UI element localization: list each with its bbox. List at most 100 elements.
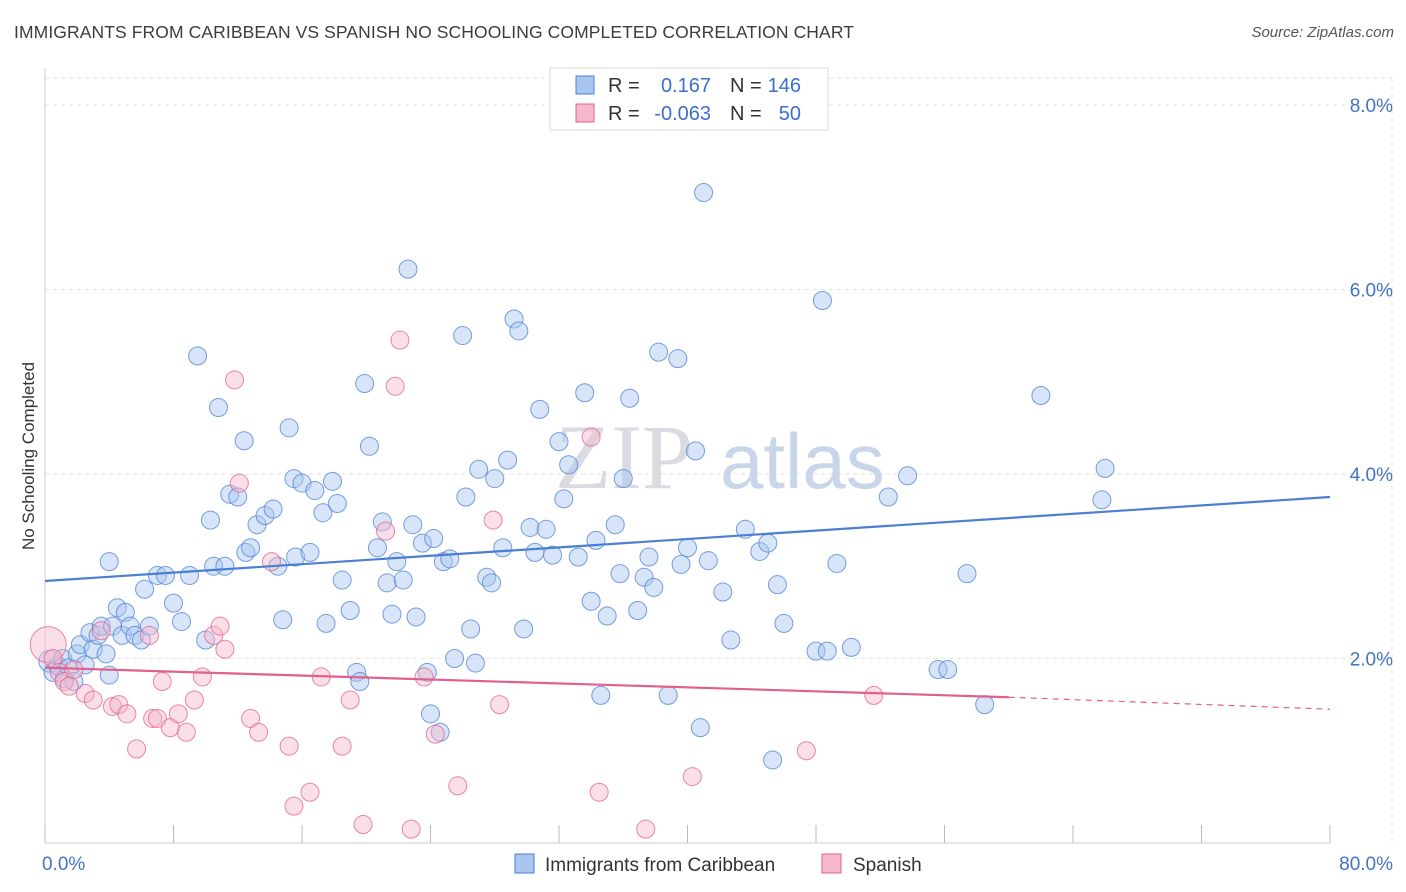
caribbean-point-13: [91, 616, 111, 636]
caribbean-point-53: [316, 613, 336, 633]
spanish-point-22: [204, 625, 224, 645]
spanish-point-25: [225, 370, 245, 390]
caribbean-point-77: [440, 549, 460, 569]
spanish-point-15: [147, 708, 167, 728]
caribbean-point-54: [323, 471, 343, 491]
spanish-point-45: [490, 695, 510, 715]
legend: R = 0.167 N = 146 R = -0.063 N = 50: [549, 67, 829, 131]
caribbean-point-45: [273, 610, 293, 630]
caribbean-point-119: [686, 441, 706, 461]
caribbean-point-81: [461, 619, 481, 639]
caribbean-point-89: [504, 309, 524, 329]
caribbean-point-85: [482, 573, 502, 593]
y-tick-labels: 2.0% 4.0% 6.0% 8.0%: [1350, 96, 1393, 671]
caribbean-point-35: [215, 556, 235, 576]
spanish-point-51: [581, 427, 601, 447]
spanish-point-28: [249, 722, 269, 742]
spanish-point-46: [589, 782, 609, 802]
caribbean-point-36: [220, 484, 240, 504]
caribbean-point-96: [543, 545, 563, 565]
caribbean-point-124: [721, 630, 741, 650]
spanish-point-8: [91, 621, 111, 641]
caribbean-point-142: [1031, 386, 1051, 406]
caribbean-point-26: [155, 565, 175, 585]
caribbean-point-100: [568, 547, 588, 567]
spanish-point-35: [340, 690, 360, 710]
caribbean-point-121: [694, 183, 714, 203]
caribbean-point-43: [263, 499, 283, 519]
spanish-point-29: [261, 552, 281, 572]
caribbean-point-112: [639, 547, 659, 567]
spanish-point-31: [284, 796, 304, 816]
bottom-legend: Immigrants from Caribbean Spanish: [514, 853, 922, 876]
spanish-point-7: [83, 690, 103, 710]
caribbean-point-135: [841, 637, 861, 657]
caribbean-point-66: [387, 552, 407, 572]
caribbean-point-40: [234, 431, 254, 451]
spanish-point-19: [176, 722, 196, 742]
caribbean-point-28: [172, 612, 192, 632]
spanish-point-41: [414, 667, 434, 687]
caribbean-point-25: [147, 565, 167, 585]
caribbean-point-132: [812, 291, 832, 310]
caribbean-point-55: [327, 493, 347, 513]
trend-lines: [44, 495, 1331, 710]
spanish-point-12: [127, 739, 147, 759]
legend-r-value-1: 0.167: [661, 75, 711, 97]
spanish-point-42: [425, 724, 445, 744]
spanish-point-24: [215, 639, 235, 659]
caribbean-point-15: [99, 552, 119, 572]
spanish-point-49: [796, 741, 816, 761]
caribbean-point-65: [382, 604, 402, 624]
caribbean-point-32: [200, 510, 220, 530]
caribbean-point-99: [559, 455, 579, 475]
trend-line-caribbean: [44, 495, 1331, 583]
spanish-point-34: [332, 736, 352, 756]
caribbean-point-144: [1095, 458, 1115, 478]
spanish-point-43: [448, 776, 468, 796]
caribbean-point-117: [671, 554, 691, 574]
caribbean-point-138: [928, 660, 948, 680]
caribbean-point-73: [421, 704, 440, 724]
caribbean-point-103: [586, 530, 606, 550]
caribbean-point-137: [898, 466, 918, 486]
caribbean-point-109: [620, 388, 640, 408]
trend-line-spanish: [44, 666, 1009, 699]
caribbean-point-87: [493, 538, 513, 558]
caribbean-point-97: [549, 432, 569, 452]
legend-n-value-2: 50: [779, 103, 801, 125]
spanish-point-26: [229, 473, 249, 493]
spanish-point-18: [168, 704, 188, 724]
caribbean-point-92: [520, 517, 540, 537]
bottom-legend-label-caribbean: Immigrants from Caribbean: [545, 855, 775, 876]
caribbean-point-143: [1092, 490, 1112, 510]
caribbean-point-95: [536, 519, 556, 539]
legend-r-label-1: R =: [608, 75, 640, 97]
caribbean-point-139: [938, 660, 958, 680]
legend-r-label-2: R =: [608, 103, 640, 125]
y-tick-label-0: 2.0%: [1350, 649, 1393, 670]
caribbean-point-134: [827, 553, 847, 573]
caribbean-point-111: [634, 567, 654, 587]
caribbean-point-30: [188, 346, 208, 366]
caribbean-point-69: [403, 515, 423, 535]
bottom-legend-swatch-pink: [821, 853, 842, 874]
caribbean-point-64: [377, 573, 397, 593]
caribbean-point-46: [279, 418, 299, 438]
legend-swatch-blue: [575, 75, 595, 95]
spanish-point-30: [279, 736, 299, 756]
caribbean-point-83: [469, 459, 489, 479]
trend-line-spanish-extension: [1008, 696, 1331, 710]
spanish-point-40: [401, 819, 421, 839]
spanish-point-47: [636, 819, 656, 839]
spanish-point-32: [300, 782, 320, 802]
legend-n-label-1: N =: [730, 75, 762, 97]
caribbean-point-105: [597, 606, 617, 626]
caribbean-point-91: [514, 619, 534, 639]
caribbean-point-27: [164, 593, 183, 613]
caribbean-point-52: [313, 503, 333, 523]
caribbean-point-48: [286, 547, 306, 567]
caribbean-point-86: [485, 469, 505, 489]
axes: [44, 68, 1331, 844]
caribbean-point-62: [367, 538, 387, 558]
